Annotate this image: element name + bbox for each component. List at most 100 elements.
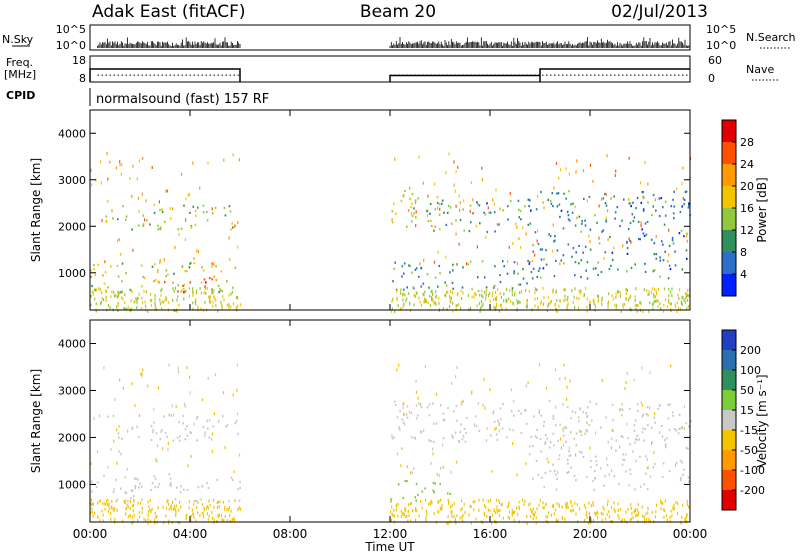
power-colorbar-swatch-0 xyxy=(722,120,736,143)
echo-cell-445 xyxy=(404,515,406,518)
echo-cell-629 xyxy=(532,517,534,520)
power-colorbar-label-6: 4 xyxy=(740,268,747,281)
echo-cell-117 xyxy=(209,277,211,280)
echo-cell-998 xyxy=(524,408,526,412)
echo-cell-1086 xyxy=(211,262,213,266)
echo-cell-1119 xyxy=(115,166,117,170)
echo-cell-269 xyxy=(554,473,557,476)
echo-cell-1035 xyxy=(157,386,159,390)
echo-cell-843 xyxy=(485,505,487,509)
echo-cell-895 xyxy=(495,304,497,308)
echo-cell-143 xyxy=(420,406,423,409)
echo-cell-253 xyxy=(565,197,567,200)
echo-cell-612 xyxy=(529,515,532,519)
echo-cell-39 xyxy=(178,439,181,442)
echo-cell-928 xyxy=(657,299,659,303)
echo-cell-897 xyxy=(90,502,92,506)
echo-cell-509 xyxy=(97,501,99,505)
echo-cell-858 xyxy=(233,516,235,520)
nave-tick-bottom: 0 xyxy=(708,72,715,85)
echo-cell-570 xyxy=(550,513,552,517)
echo-cell-414 xyxy=(582,455,585,459)
echo-cell-182 xyxy=(507,205,509,208)
echo-cell-572 xyxy=(538,503,540,507)
echo-cell-1014 xyxy=(184,404,186,408)
echo-cell-159 xyxy=(428,439,430,442)
echo-cell-514 xyxy=(611,294,613,297)
echo-cell-90 xyxy=(134,487,137,490)
echo-cell-962 xyxy=(141,306,143,310)
echo-cell-187 xyxy=(442,437,445,440)
echo-cell-879 xyxy=(687,288,689,292)
echo-cell-574 xyxy=(479,309,481,313)
echo-cell-188 xyxy=(463,427,466,430)
echo-cell-237 xyxy=(654,421,657,424)
echo-cell-191 xyxy=(462,208,464,211)
echo-cell-530 xyxy=(579,507,581,511)
echo-cell-69 xyxy=(215,265,217,268)
echo-cell-332 xyxy=(680,427,682,430)
echo-cell-812 xyxy=(556,310,558,313)
echo-cell-1158 xyxy=(120,172,122,176)
echo-cell-440 xyxy=(588,501,590,505)
echo-cell-926 xyxy=(487,499,489,503)
echo-cell-802 xyxy=(473,508,475,512)
echo-cell-274 xyxy=(642,208,645,211)
echo-cell-272 xyxy=(580,430,582,433)
echo-cell-88 xyxy=(110,265,112,268)
echo-cell-231 xyxy=(686,257,688,260)
echo-cell-271 xyxy=(625,453,627,456)
echo-cell-1144 xyxy=(453,160,455,164)
echo-cell-964 xyxy=(135,297,137,301)
echo-cell-161 xyxy=(439,228,441,231)
echo-cell-268 xyxy=(566,406,569,409)
echo-cell-1171 xyxy=(536,239,538,243)
echo-cell-304 xyxy=(541,476,543,479)
echo-cell-512 xyxy=(456,304,458,307)
echo-cell-697 xyxy=(123,307,125,311)
echo-cell-485 xyxy=(542,302,545,306)
echo-cell-105 xyxy=(103,474,105,477)
echo-cell-1043 xyxy=(132,164,134,168)
echo-cell-80 xyxy=(177,284,180,287)
echo-cell-326 xyxy=(600,270,603,274)
echo-cell-38 xyxy=(204,434,206,437)
echo-cell-494 xyxy=(555,518,557,522)
velocity-colorbar-label-7: -200 xyxy=(740,484,765,497)
freq-tick-top: 18 xyxy=(72,54,86,67)
echo-cell-735 xyxy=(634,509,636,513)
echo-cell-710 xyxy=(586,305,588,309)
echo-cell-82 xyxy=(107,286,109,289)
echo-cell-773 xyxy=(394,514,396,518)
echo-cell-322 xyxy=(611,429,614,432)
echo-cell-1042 xyxy=(651,441,653,445)
echo-cell-25 xyxy=(152,428,155,431)
echo-cell-874 xyxy=(644,518,646,522)
echo-cell-856 xyxy=(180,505,182,509)
velocity-colorbar-label-2: 50 xyxy=(740,384,754,397)
echo-cell-1000 xyxy=(629,307,631,311)
echo-cell-474 xyxy=(420,285,423,288)
echo-cell-391 xyxy=(674,264,677,267)
echo-cell-1012 xyxy=(676,309,678,313)
echo-cell-965 xyxy=(455,375,457,379)
velocity-colorbar-swatch-7 xyxy=(722,470,736,491)
echo-cell-322 xyxy=(642,232,645,235)
echo-cell-470 xyxy=(513,261,516,264)
echo-cell-629 xyxy=(485,297,487,301)
echo-cell-920 xyxy=(168,502,170,506)
echo-cell-706 xyxy=(564,518,566,522)
echo-cell-644 xyxy=(542,506,544,510)
echo-cell-64 xyxy=(218,291,220,294)
echo-cell-530 xyxy=(647,293,649,296)
echo-cell-473 xyxy=(535,516,537,520)
echo-cell-17 xyxy=(118,436,120,439)
echo-cell-512 xyxy=(535,521,537,525)
echo-cell-718 xyxy=(632,516,634,520)
echo-cell-74 xyxy=(90,480,93,483)
echo-cell-925 xyxy=(200,307,202,311)
echo-cell-1209 xyxy=(588,234,590,238)
echo-cell-817 xyxy=(228,506,230,509)
echo-cell-594 xyxy=(133,300,135,304)
